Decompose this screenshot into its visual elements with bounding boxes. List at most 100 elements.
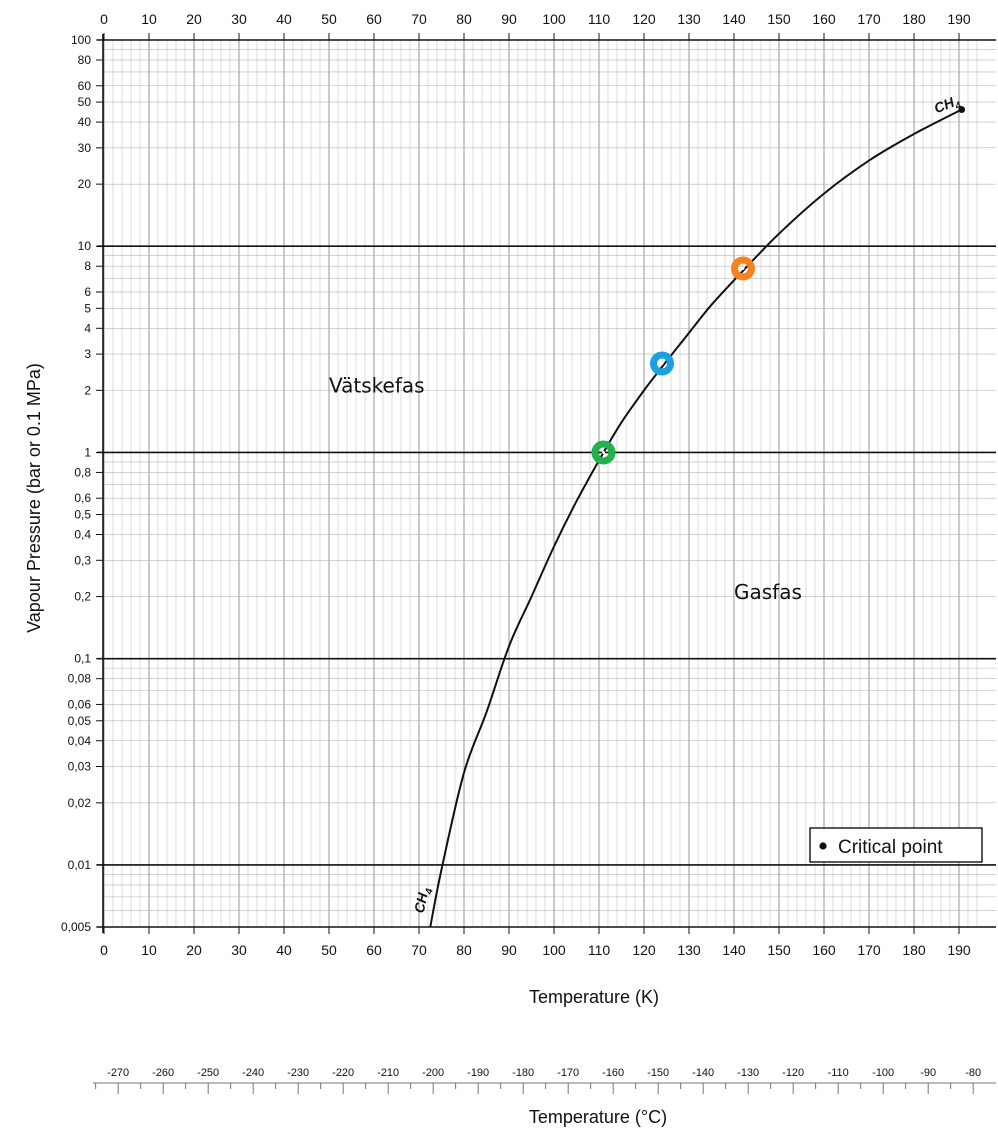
celsius-tick-label: -180 [512,1067,534,1079]
grid [97,34,996,933]
y-tick-label: 50 [78,95,92,109]
legend-label: Critical point [838,837,943,858]
highlighted-point [731,256,755,281]
celsius-tick-label: -140 [692,1067,714,1079]
x-tick-label-top: 140 [722,11,746,27]
series-label-ch4-top: CH4 [932,92,964,120]
x-tick-label-bottom: 50 [321,942,337,958]
series-label-subscript: 4 [424,887,436,896]
celsius-tick-label: -210 [377,1067,399,1079]
y-tick-label: 0,8 [74,465,91,479]
x-tick-label-top: 70 [411,11,427,27]
x-tick-label-top: 130 [677,11,701,27]
legend-box [809,827,983,863]
top-x-axis: 0 10 20 30 40 50 60 70 80 90 100 110 120 130 140 150 160… [100,11,971,40]
y-tick-label: 30 [78,141,92,155]
x-tick-label-bottom: 70 [411,942,427,958]
x-tick-label-bottom: 180 [902,942,926,958]
x-tick-label-top: 120 [632,11,656,27]
y-tick-label: 0,6 [74,491,91,505]
celsius-axis-title: Temperature (°C) [529,1107,667,1127]
celsius-tick-label: -90 [920,1067,936,1079]
y-axis: 100 80 60 50 40 30 20 10 8 6 5 4 3 2 1 0,8 0,6 0,5 0,4 0,3 0… [61,33,103,934]
highlighted-point-center [741,267,745,270]
y-tick-label: 0,05 [68,714,92,728]
y-tick-label: 0,4 [74,528,91,542]
y-tick-label: 6 [84,285,91,299]
y-tick-label: 2 [84,383,91,397]
x-tick-label-top: 160 [812,11,836,27]
y-tick-label: 0,3 [74,553,91,567]
x-tick-label-top: 150 [767,11,791,27]
x-tick-label-top: 0 [100,11,108,27]
y-tick-label: 0,2 [74,590,91,604]
highlighted-point-center [660,362,664,365]
celsius-tick-label: -80 [965,1067,981,1079]
y-tick-label: 80 [78,53,92,67]
series-label-ch4-bottom: CH4 [411,885,436,915]
legend: Critical point [809,827,983,863]
y-tick-label: 40 [78,115,92,129]
y-tick-label: 0,08 [68,672,92,686]
celsius-tick-label: -160 [602,1067,624,1079]
x-tick-label-bottom: 190 [947,942,971,958]
y-tick-label: 3 [84,347,91,361]
y-tick-label: 0,1 [74,652,91,666]
celsius-axis: -270 -260 -250 -240 -230 -220 -210 -200 -190 -180… [93,1067,996,1094]
celsius-tick-label: -170 [557,1067,579,1079]
y-tick-label: 0,03 [68,760,92,774]
y-tick-label: 5 [84,301,91,315]
series-layer [429,106,966,928]
x-tick-label-bottom: 10 [141,942,157,958]
y-tick-label: 60 [78,79,92,93]
y-tick-label: 8 [84,259,91,273]
x-tick-label-bottom: 170 [857,942,881,958]
celsius-tick-label: -110 [828,1067,849,1079]
x-tick-label-top: 100 [542,11,566,27]
x-tick-label-top: 170 [857,11,881,27]
highlighted-point [650,351,674,376]
celsius-tick-label: -250 [197,1067,219,1079]
x-tick-label-bottom: 140 [722,942,746,958]
x-tick-label-top: 30 [231,11,247,27]
x-tick-label-top: 50 [321,11,337,27]
series-label-main: CH [932,94,958,117]
x-tick-label-bottom: 90 [501,942,517,958]
x-tick-label-bottom: 60 [366,942,382,958]
x-tick-label-top: 90 [501,11,517,27]
series-line-ch4 [429,108,963,928]
x-tick-label-bottom: 100 [542,942,566,958]
x-tick-label-bottom: 110 [588,942,611,958]
x-tick-label-top: 180 [902,11,926,27]
y-tick-label: 1 [84,445,91,459]
celsius-tick-label: -100 [872,1067,894,1079]
x-tick-label-bottom: 150 [767,942,791,958]
x-tick-label-top: 40 [276,11,292,27]
celsius-tick-label: -150 [647,1067,669,1079]
celsius-tick-label: -240 [242,1067,264,1079]
legend-marker [819,842,827,850]
x-tick-label-bottom: 160 [812,942,836,958]
bottom-x-axis: 0 10 20 30 40 50 60 70 80 90 100 110 120 130 140 150 160… [100,927,971,958]
x-axis-title: Temperature (K) [529,987,659,1007]
series-label-main: CH [411,890,431,914]
x-tick-label-bottom: 40 [276,942,292,958]
y-tick-label: 10 [78,239,92,253]
y-axis-title: Vapour Pressure (bar or 0.1 MPa) [24,363,44,633]
x-tick-label-bottom: 120 [632,942,656,958]
celsius-tick-label: -260 [152,1067,174,1079]
series-label-subscript: 4 [953,100,964,113]
x-tick-label-top: 20 [186,11,202,27]
x-tick-label-bottom: 0 [100,942,108,958]
series-label-text: CH4 [411,885,436,915]
series-label-text: CH4 [932,92,964,120]
x-tick-label-bottom: 80 [456,942,472,958]
celsius-tick-label: -230 [287,1067,309,1079]
y-tick-label: 100 [71,33,91,47]
x-tick-label-top: 80 [456,11,472,27]
y-tick-label: 4 [84,321,91,335]
celsius-tick-label: -200 [422,1067,444,1079]
critical-point-marker [958,106,966,113]
